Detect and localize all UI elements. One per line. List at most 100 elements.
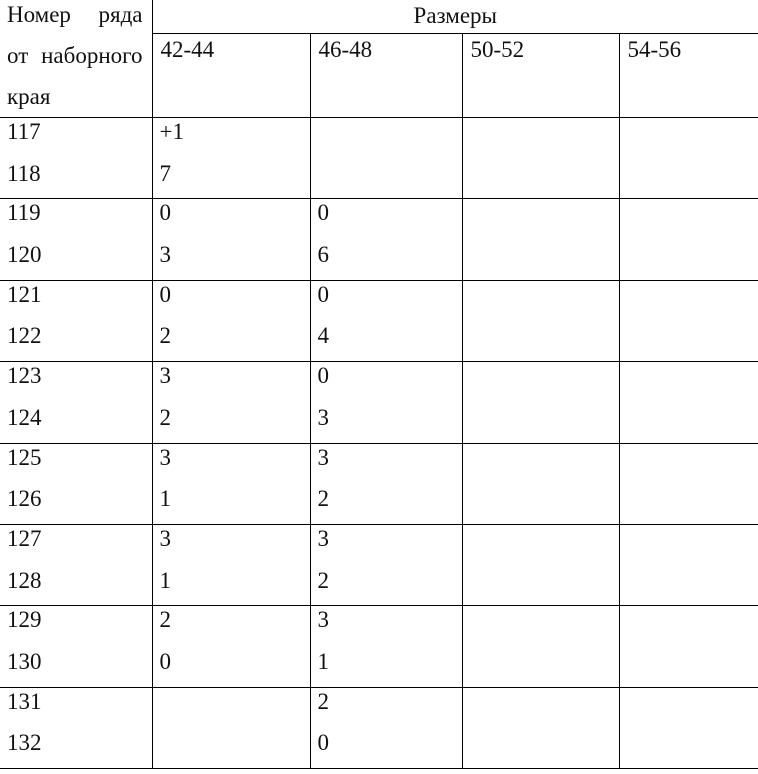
value-cell-42-44-text: 2 <box>159 607 172 633</box>
row-number-cell-text: 129 <box>7 607 42 633</box>
table-row: 121 122 0 2 0 4 <box>0 279 758 363</box>
table-row: 117 118 +1 7 <box>0 116 758 200</box>
table-row: 125 126 3 1 3 2 <box>0 442 758 525</box>
row-header-word: Номер <box>7 2 71 27</box>
value-cell-42-44-text: 7 <box>159 160 172 186</box>
value-cell-42-44-text <box>160 722 304 764</box>
value-cell-42-44-text: 2 <box>159 404 172 430</box>
value-cell-54-56-text <box>627 607 753 641</box>
row-number-cell: 117 118 <box>0 116 153 200</box>
value-cell-50-52-text <box>470 525 613 559</box>
value-cell-50-52 <box>461 605 620 688</box>
value-cell-46-48-text: 3 <box>317 444 330 470</box>
value-cell-46-48-text: 2 <box>317 688 330 714</box>
value-cell-46-48-text: 1 <box>317 648 330 674</box>
value-cell-42-44-text: 3 <box>159 444 172 470</box>
value-cell-54-56-text <box>627 478 753 520</box>
row-header-word: ряда <box>98 2 143 27</box>
value-cell-42-44 <box>151 686 311 770</box>
value-cell-54-56-text <box>627 200 753 234</box>
size-column-header-50-52: 50-52 <box>461 32 620 119</box>
value-cell-54-56-text <box>627 281 753 315</box>
value-cell-50-52 <box>461 279 620 363</box>
value-cell-46-48-text: 0 <box>317 730 330 756</box>
value-cell-50-52 <box>461 198 620 281</box>
row-header-cell: Номер ряда от наборного края <box>0 0 153 118</box>
value-cell-54-56 <box>618 605 758 688</box>
value-cell-50-52-text <box>470 688 613 722</box>
value-cell-42-44-text: 1 <box>159 567 172 593</box>
row-number-cell: 121 122 <box>0 279 153 363</box>
value-cell-54-56 <box>618 442 758 525</box>
row-header-word: наборного <box>41 43 143 68</box>
value-cell-54-56-text <box>627 444 753 478</box>
value-cell-42-44-text: 0 <box>159 200 172 226</box>
row-number-cell-text: 127 <box>7 525 42 551</box>
value-cell-50-52-text <box>470 397 613 439</box>
value-cell-54-56 <box>618 361 758 444</box>
value-cell-54-56-text <box>627 688 753 722</box>
value-cell-50-52-text <box>470 641 613 683</box>
value-cell-54-56 <box>618 279 758 363</box>
row-number-cell-text: 120 <box>7 241 42 267</box>
value-cell-50-52-text <box>470 363 613 397</box>
value-cell-54-56-text <box>627 363 753 397</box>
value-cell-46-48-text: 3 <box>317 404 330 430</box>
row-header-word: от <box>7 43 29 68</box>
value-cell-50-52-text <box>470 722 613 764</box>
value-cell-54-56 <box>618 686 758 770</box>
size-column-header-46-48: 46-48 <box>309 32 463 119</box>
row-number-cell-text: 122 <box>7 323 42 349</box>
row-header-line-3: края <box>7 84 51 109</box>
value-cell-42-44-text: 0 <box>159 281 172 307</box>
value-cell-46-48-text: 4 <box>317 323 330 349</box>
value-cell-46-48-text: 2 <box>317 567 330 593</box>
value-cell-54-56-text <box>627 641 753 683</box>
row-number-cell-text: 119 <box>7 200 41 226</box>
value-cell-42-44-text: 3 <box>159 241 172 267</box>
row-header-text: Номер ряда от наборного края <box>7 0 143 117</box>
row-number-cell: 119 120 <box>0 198 153 281</box>
value-cell-54-56-text <box>627 722 753 764</box>
row-number-cell: 123 124 <box>0 361 153 444</box>
value-cell-42-44-text: 1 <box>159 486 172 512</box>
row-number-cell-text: 130 <box>7 648 42 674</box>
value-cell-50-52 <box>461 116 620 200</box>
value-cell-50-52-text <box>470 119 613 153</box>
value-cell-42-44-text: 2 <box>159 323 172 349</box>
size-column-label: 54-56 <box>627 36 682 62</box>
value-cell-54-56-text <box>627 525 753 559</box>
size-column-label: 42-44 <box>160 36 215 62</box>
value-cell-46-48-text: 3 <box>317 607 330 633</box>
row-number-cell-text: 117 <box>7 119 41 144</box>
value-cell-46-48-text <box>318 119 456 153</box>
group-header-row: Номер ряда от наборного края Размеры <box>0 0 758 118</box>
row-number-cell: 129 130 <box>0 605 153 688</box>
size-columns-row: 42-44 46-48 50-52 54-56 <box>0 32 758 119</box>
value-cell-50-52 <box>461 523 620 607</box>
row-number-cell-text: 126 <box>7 486 42 512</box>
row-number-cell-text: 124 <box>7 404 42 430</box>
table-row: 131 132 2 0 <box>0 686 758 770</box>
row-number-cell-text: 132 <box>7 730 42 756</box>
value-cell-50-52-text <box>470 607 613 641</box>
size-column-header-54-56: 54-56 <box>618 32 758 119</box>
value-cell-50-52 <box>461 361 620 444</box>
size-column-header-42-44: 42-44 <box>152 32 311 119</box>
value-cell-50-52-text <box>470 200 613 234</box>
value-cell-54-56-text <box>627 119 753 153</box>
value-cell-42-44-text: 3 <box>159 363 172 389</box>
size-column-label: 46-48 <box>318 36 373 62</box>
value-cell-50-52-text <box>470 281 613 315</box>
value-cell-50-52-text <box>470 478 613 520</box>
